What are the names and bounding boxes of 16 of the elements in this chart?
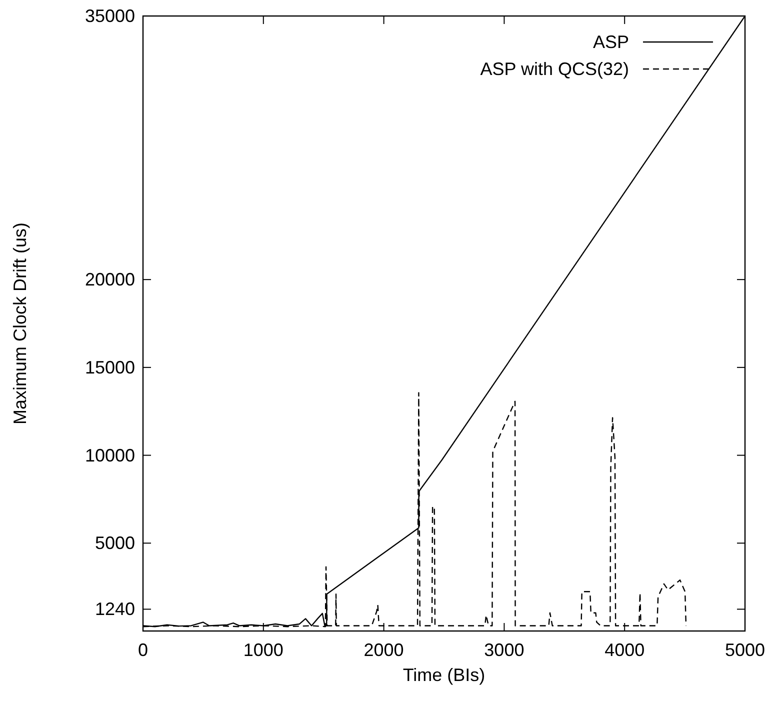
x-tick-label: 5000 — [724, 640, 766, 660]
y-tick-label: 15000 — [84, 357, 135, 378]
x-tick-label: 4000 — [604, 640, 645, 660]
legend-label: ASP with QCS(32) — [480, 59, 629, 79]
x-tick-label: 3000 — [484, 640, 524, 660]
x-tick-label: 1000 — [243, 640, 284, 660]
y-tick-label: 35000 — [84, 6, 135, 26]
y-axis-title: Maximum Clock Drift (us) — [10, 222, 30, 425]
y-tick-label: 20000 — [84, 270, 135, 290]
y-tick-label: 1240 — [94, 599, 135, 620]
x-axis-title: Time (BIs) — [402, 665, 486, 685]
legend-label: ASP — [592, 32, 629, 52]
y-tick-label: 5000 — [94, 533, 135, 554]
x-tick-label: 2000 — [364, 640, 404, 660]
x-tick-label: 0 — [138, 640, 148, 660]
y-tick-label: 10000 — [84, 445, 135, 466]
